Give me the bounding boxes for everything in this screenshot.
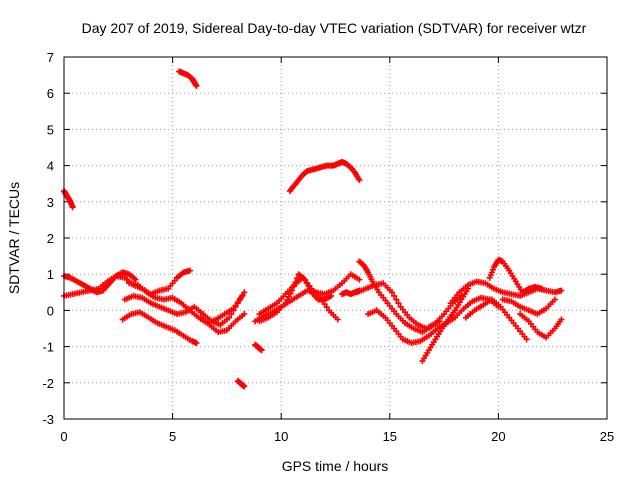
series-sat-g <box>119 309 200 346</box>
data-point <box>391 292 398 299</box>
data-point <box>241 289 248 296</box>
series-sat-b <box>176 68 200 89</box>
data-point <box>302 276 309 283</box>
data-point <box>289 287 296 294</box>
series-sat-j <box>234 377 248 390</box>
data-point <box>393 296 400 303</box>
x-axis-label: GPS time / hours <box>282 458 389 474</box>
data-point <box>395 300 402 307</box>
data-point <box>290 283 297 290</box>
series-sat-s <box>419 285 471 365</box>
data-point <box>241 383 248 390</box>
series-sat-i <box>197 311 248 336</box>
y-tick-label: 6 <box>47 86 54 101</box>
data-point <box>523 336 530 343</box>
data-point <box>305 282 312 289</box>
data-point <box>558 316 565 323</box>
x-tick-label: 0 <box>60 429 67 444</box>
y-tick-label: 5 <box>47 122 54 137</box>
data-point <box>356 276 363 283</box>
data-point <box>287 290 294 297</box>
data-point <box>284 296 291 303</box>
data-point <box>558 287 565 294</box>
grid <box>64 57 607 419</box>
y-tick-label: 1 <box>47 267 54 282</box>
data-point <box>193 339 200 346</box>
data-point <box>226 314 233 321</box>
x-tick-label: 15 <box>383 429 397 444</box>
data-point <box>285 293 292 300</box>
series-sat-c <box>286 158 363 194</box>
series-sat-o <box>339 287 363 298</box>
data-point <box>356 177 363 184</box>
data-point <box>334 316 341 323</box>
series-sat-a <box>61 187 76 211</box>
y-axis-label: SDTVAR / TECUs <box>6 182 22 294</box>
chart-title: Day 207 of 2019, Sidereal Day-to-day VTE… <box>82 20 587 36</box>
data-point <box>234 299 241 306</box>
data-point <box>388 289 395 296</box>
data-point <box>241 311 248 318</box>
data-point <box>239 292 246 299</box>
data-point <box>538 285 545 292</box>
series-sat-n <box>256 271 335 325</box>
data-points <box>61 68 565 390</box>
series-sat-d <box>61 267 193 299</box>
y-tick-label: 2 <box>47 231 54 246</box>
data-point <box>232 302 239 309</box>
data-point <box>323 304 330 311</box>
y-tick-label: -2 <box>42 376 54 391</box>
x-tick-label: 10 <box>274 429 288 444</box>
data-point <box>186 267 193 274</box>
series-sat-x <box>499 296 558 318</box>
data-point <box>282 300 289 307</box>
data-point <box>292 279 299 286</box>
y-tick-label: 7 <box>47 50 54 65</box>
y-tick-label: 4 <box>47 159 54 174</box>
x-tick-label: 5 <box>169 429 176 444</box>
series-sat-w <box>517 311 565 341</box>
y-tick-label: 3 <box>47 195 54 210</box>
series-sat-u <box>486 256 545 296</box>
series-sat-p <box>356 258 443 336</box>
y-tick-label: -3 <box>42 412 54 427</box>
data-point <box>236 296 243 303</box>
y-tick-label: 0 <box>47 303 54 318</box>
series-sat-k <box>252 341 265 354</box>
data-point <box>328 292 335 299</box>
data-point <box>303 279 310 286</box>
y-tick-label: -1 <box>42 340 54 355</box>
data-point <box>293 275 300 282</box>
data-point <box>306 286 313 293</box>
data-point <box>69 204 76 211</box>
x-tick-label: 25 <box>600 429 614 444</box>
series-sat-e <box>61 269 139 296</box>
data-point <box>193 82 200 89</box>
series-sat-v <box>462 296 530 343</box>
data-point <box>551 296 558 303</box>
x-tick-label: 20 <box>491 429 505 444</box>
data-point <box>230 305 237 312</box>
plot-frame <box>63 56 608 420</box>
data-point <box>258 347 265 354</box>
